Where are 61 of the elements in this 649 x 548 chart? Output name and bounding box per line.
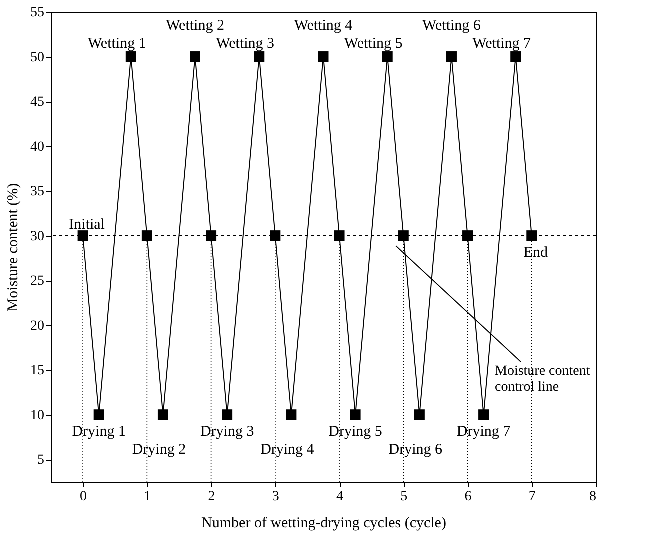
point	[94, 410, 104, 420]
y-tick-label: 15	[30, 364, 44, 379]
annotation: Drying 5	[328, 424, 382, 440]
point	[478, 410, 490, 420]
point	[142, 230, 152, 242]
y-tick-label: 35	[30, 184, 44, 200]
annotation: Wetting 4	[294, 18, 354, 34]
annotation: Drying 4	[260, 442, 315, 458]
point	[462, 230, 474, 242]
point	[270, 230, 281, 242]
x-tick-label: 3	[272, 490, 280, 504]
y-tick-label: 25	[30, 274, 44, 290]
annotation: End	[524, 244, 548, 261]
annotation: Drying 2	[132, 442, 186, 458]
y-tick-label: 30	[30, 229, 44, 244]
annotation: Initial	[69, 216, 105, 233]
x-tick-label: 5	[400, 490, 408, 504]
point	[398, 230, 409, 242]
point	[222, 410, 233, 420]
point	[446, 52, 457, 62]
annotation: Wetting 5	[344, 36, 403, 52]
x-tick-label: 4	[336, 490, 344, 504]
point	[190, 52, 201, 62]
annotation: Wetting 1	[88, 36, 146, 52]
y-tick-label: 50	[30, 50, 44, 66]
y-tick-label: 10	[30, 408, 44, 424]
annotation: Drying 3	[200, 424, 254, 440]
point	[382, 52, 393, 62]
point	[526, 230, 538, 242]
y-tick-label: 20	[30, 318, 44, 334]
y-tick-label: 5	[38, 453, 44, 468]
annotation: Drying 1	[72, 424, 126, 440]
annotation: Drying 6	[388, 442, 444, 458]
x-tick-label: 2	[208, 490, 216, 504]
y-tick-label: 55	[30, 6, 44, 20]
annotation: Wetting 3	[216, 36, 275, 52]
x-tick-label: 0	[80, 490, 88, 504]
x-tick-label: 8	[590, 490, 596, 504]
annotation: Drying 7	[456, 424, 512, 440]
point	[126, 52, 136, 62]
y-tick-label: 45	[30, 95, 44, 110]
point	[286, 410, 297, 420]
x-tick-label: 1	[144, 490, 152, 504]
annotation: Wetting 7	[472, 36, 532, 52]
y-axis-title: Moisture content (%)	[6, 183, 22, 312]
annotation: Moisture content control line	[495, 364, 590, 395]
x-tick-label: 6	[464, 490, 472, 504]
point	[510, 52, 522, 62]
x-axis-title: Number of wetting-drying cycles (cycle)	[202, 516, 446, 532]
point	[78, 230, 88, 242]
point	[318, 52, 329, 62]
point	[414, 410, 425, 420]
point	[158, 410, 168, 420]
annotation: Wetting 6	[422, 18, 482, 34]
x-tick-label: 7	[528, 490, 536, 504]
point	[350, 410, 361, 420]
point	[254, 52, 265, 62]
annotation: Wetting 2	[166, 18, 224, 34]
y-tick-label: 40	[30, 140, 44, 155]
point	[206, 230, 217, 242]
point	[334, 230, 345, 242]
